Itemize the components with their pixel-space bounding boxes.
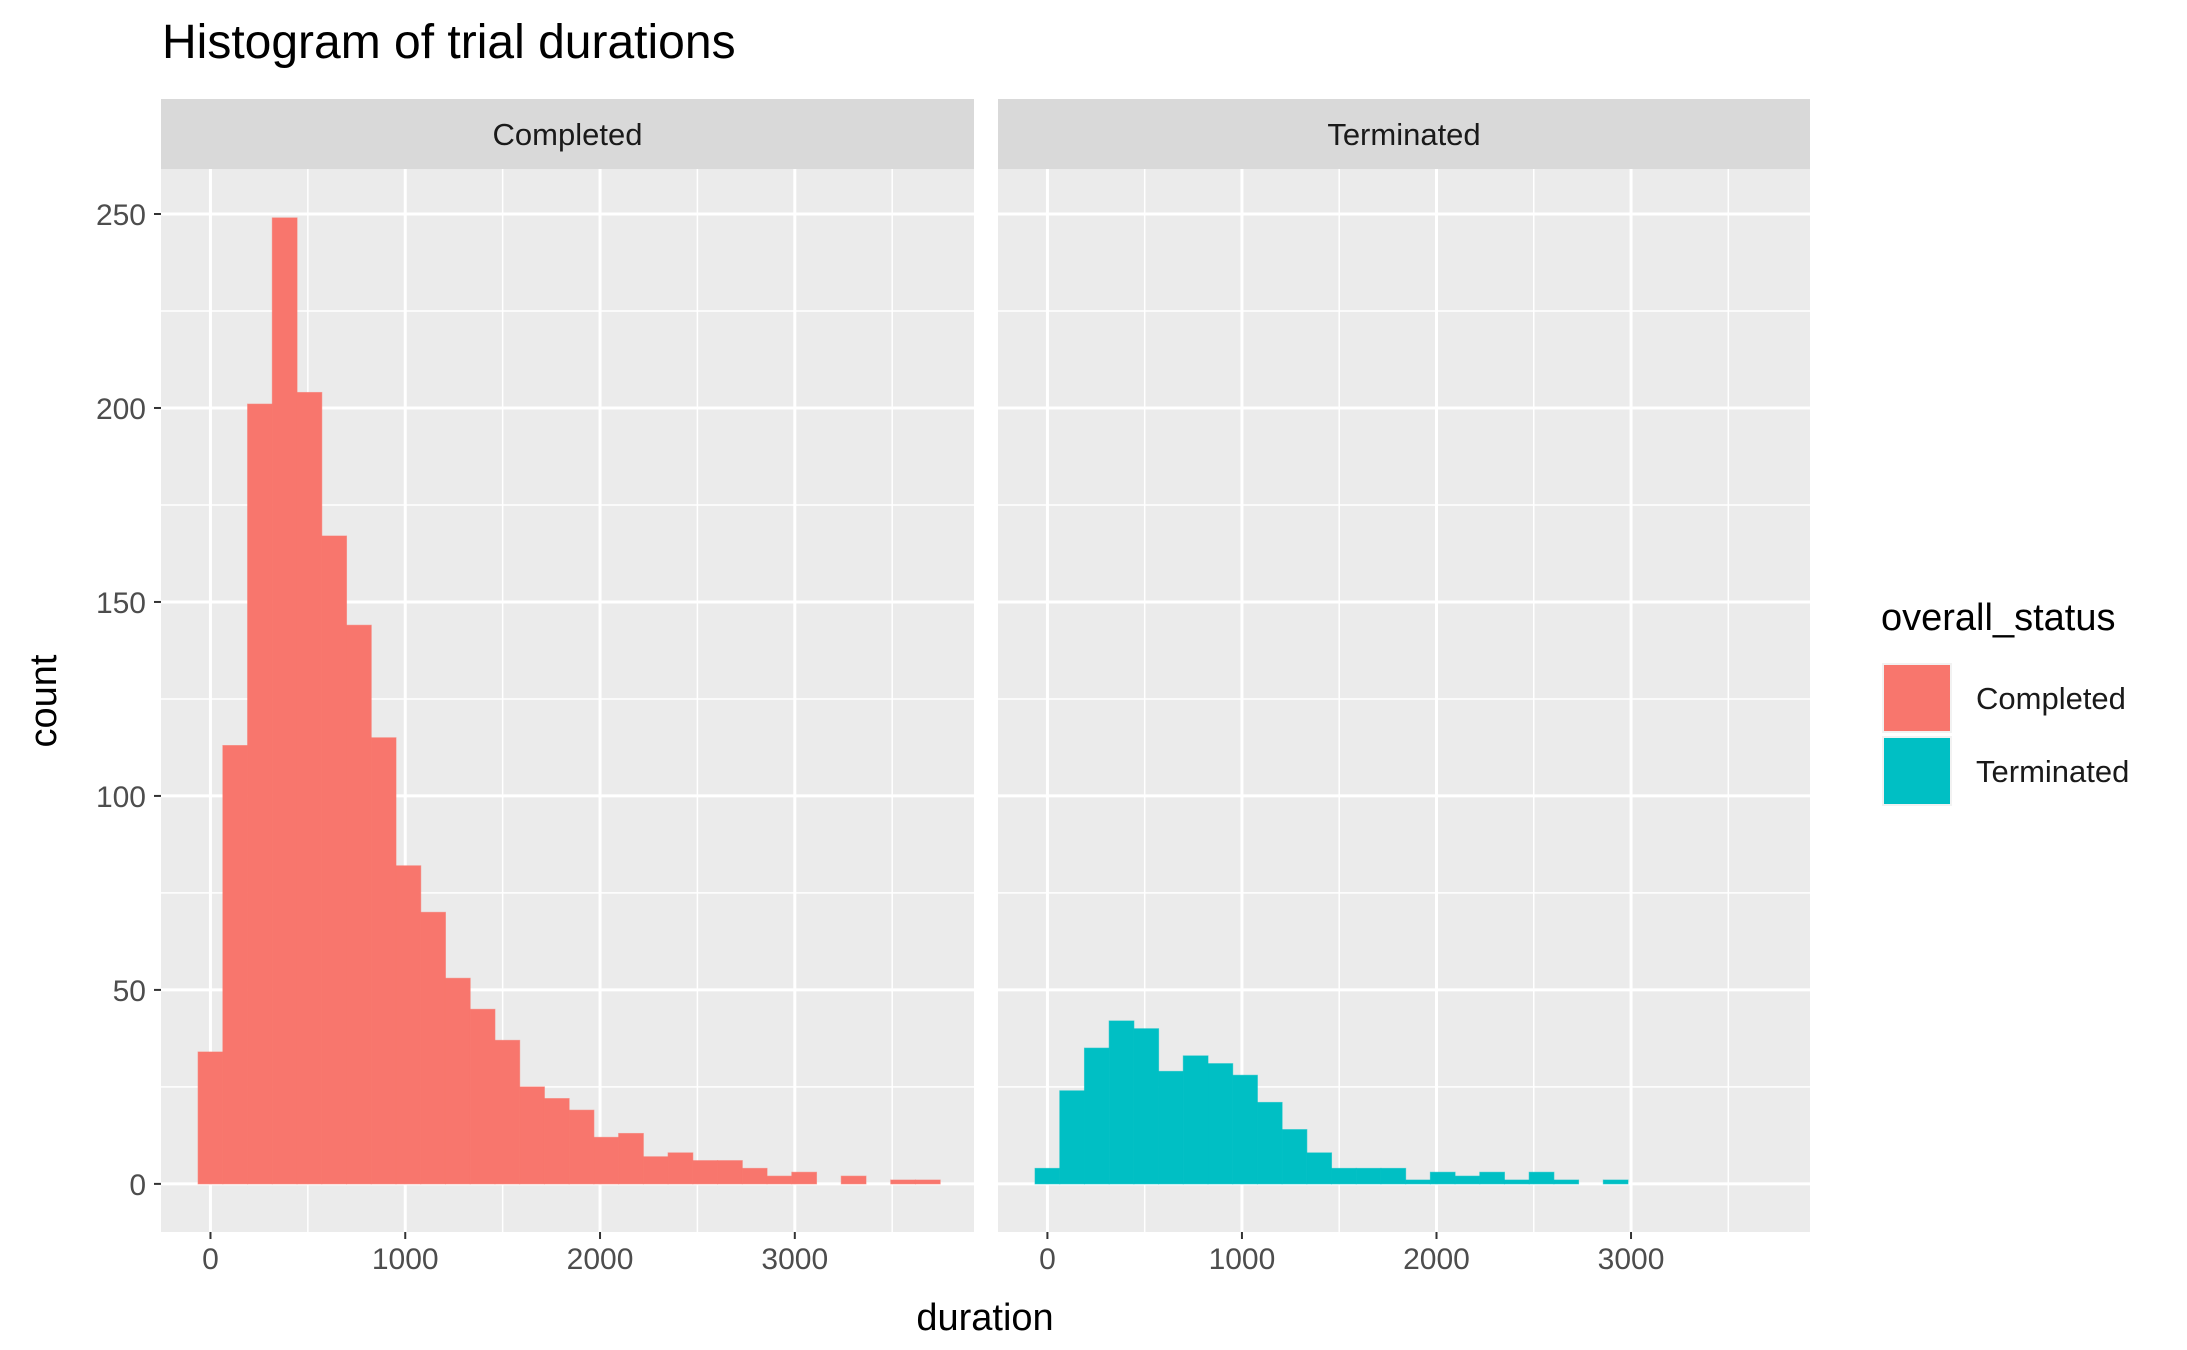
- histogram-bar: [692, 1160, 719, 1185]
- histogram-bar: [914, 1179, 941, 1185]
- x-axes: 0 1000 2000 3000 0 1000 2000 3000: [202, 1232, 1664, 1276]
- histogram-bar: [568, 1109, 595, 1185]
- x-tick-label: 1000: [1209, 1243, 1276, 1276]
- y-tick-label: 150: [96, 587, 146, 620]
- histogram-bar: [766, 1175, 793, 1185]
- facet-terminated: Terminated: [998, 99, 1810, 1232]
- y-tick-label: 100: [96, 781, 146, 814]
- histogram-bar: [1034, 1167, 1061, 1185]
- x-tick-label: 0: [202, 1243, 219, 1276]
- histogram-bar: [1182, 1055, 1209, 1185]
- histogram-bar: [618, 1132, 644, 1185]
- histogram-bar: [1256, 1101, 1283, 1185]
- facet-strip-label: Terminated: [1327, 117, 1480, 152]
- histogram-bar: [1553, 1179, 1580, 1185]
- histogram-bar: [1405, 1179, 1431, 1185]
- x-tick-label: 3000: [761, 1243, 828, 1276]
- histogram-bar: [1133, 1028, 1160, 1185]
- histogram-bar: [543, 1098, 570, 1185]
- histogram-bar: [1355, 1167, 1382, 1185]
- histogram-bar: [222, 745, 249, 1185]
- histogram-bar: [890, 1179, 916, 1185]
- histogram-bar: [247, 403, 273, 1185]
- histogram-bar: [1059, 1090, 1085, 1185]
- x-tick-label: 2000: [1403, 1243, 1470, 1276]
- facet-strip: [998, 99, 1810, 169]
- histogram-bar: [593, 1136, 620, 1185]
- y-tick-label: 250: [96, 199, 146, 232]
- facet-strip-label: Completed: [493, 117, 643, 152]
- legend-title: overall_status: [1881, 597, 2115, 639]
- y-tick-label: 200: [96, 393, 146, 426]
- legend-label: Completed: [1976, 681, 2126, 716]
- x-axis-label: duration: [916, 1297, 1053, 1339]
- histogram-bar: [1429, 1171, 1456, 1185]
- legend-key-swatch: [1884, 665, 1950, 731]
- histogram-bar: [519, 1086, 545, 1185]
- histogram-bar: [1158, 1070, 1184, 1185]
- x-tick-label: 3000: [1598, 1243, 1665, 1276]
- histogram-bar: [370, 737, 397, 1185]
- legend-key-swatch: [1884, 738, 1950, 804]
- histogram-bar: [791, 1171, 818, 1185]
- y-tick-label: 50: [113, 975, 146, 1008]
- x-tick-label: 2000: [567, 1243, 634, 1276]
- histogram-bar: [1281, 1129, 1308, 1185]
- histogram-bar: [1232, 1074, 1258, 1185]
- histogram-bar: [420, 911, 446, 1185]
- legend: overall_status Completed Terminated: [1881, 597, 2129, 806]
- facet-completed: Completed: [161, 99, 974, 1232]
- histogram-bar: [395, 865, 422, 1185]
- histogram-bar: [197, 1051, 224, 1185]
- y-tick-label: 0: [129, 1169, 146, 1202]
- histogram-bar: [1479, 1171, 1505, 1185]
- histogram-bar: [1331, 1167, 1357, 1185]
- histogram-bar: [1454, 1175, 1481, 1185]
- histogram-bar: [741, 1167, 768, 1185]
- histogram-bar: [444, 977, 471, 1185]
- y-axis: 0 50 100 150 200 250: [96, 199, 161, 1202]
- histogram-bar: [346, 624, 372, 1185]
- histogram-bar: [296, 391, 323, 1185]
- histogram-bar: [1306, 1152, 1333, 1185]
- histogram-bar: [321, 535, 348, 1185]
- x-tick-label: 1000: [372, 1243, 439, 1276]
- histogram-bar: [1503, 1179, 1530, 1185]
- histogram-bar: [667, 1152, 694, 1185]
- histogram-bar: [717, 1160, 743, 1185]
- histogram-bar: [494, 1039, 521, 1185]
- legend-label: Terminated: [1976, 754, 2129, 789]
- chart-title: Histogram of trial durations: [162, 16, 736, 69]
- histogram-bar: [1108, 1020, 1135, 1185]
- histogram-bar: [1380, 1167, 1407, 1185]
- histogram-bar: [1083, 1047, 1110, 1185]
- histogram-bar: [1207, 1063, 1234, 1185]
- histogram-bar: [1528, 1171, 1555, 1185]
- histogram-bar: [840, 1175, 867, 1185]
- facet-strip: [161, 99, 974, 169]
- histogram-bar: [1602, 1179, 1629, 1185]
- histogram-bar: [642, 1156, 669, 1185]
- y-axis-label: count: [23, 654, 65, 747]
- histogram-bar: [271, 217, 298, 1185]
- x-tick-label: 0: [1039, 1243, 1056, 1276]
- histogram-bar: [469, 1008, 496, 1185]
